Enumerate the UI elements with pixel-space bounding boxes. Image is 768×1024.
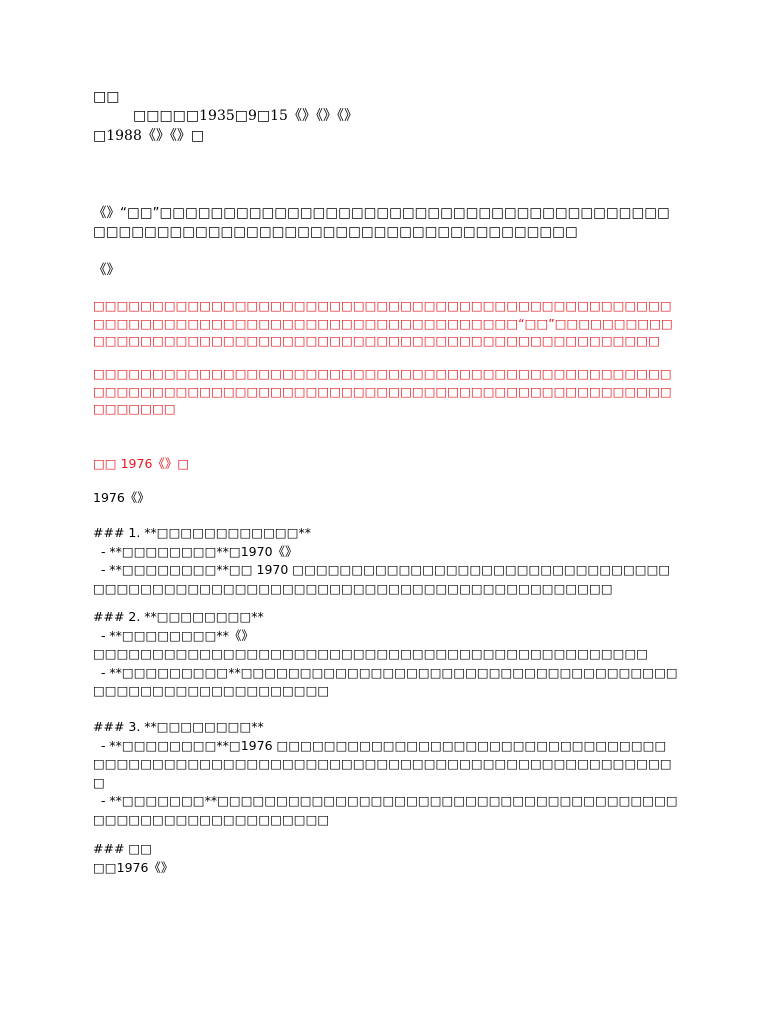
section: ### 3. **□□□□□□□□** - **□□□□□□□□**□1976 …: [93, 719, 678, 827]
section: ### 1. **□□□□□□□□□□□□** - **□□□□□□□□**□1…: [93, 525, 671, 596]
red-heading: □□ 1976《》□: [93, 456, 190, 471]
doc-title: □□: [93, 89, 120, 105]
section: ### 2. **□□□□□□□□** - **□□□□□□□□**《》 □□□…: [93, 609, 678, 698]
paragraph: 《》: [93, 262, 120, 278]
red-paragraph: □□□□□□□□□□□□□□□□□□□□□□□□□□□□□□□□□□□□□□□□…: [93, 298, 673, 348]
section: ### □□ □□1976《》: [93, 841, 174, 875]
paragraph: 《》“□□”□□□□□□□□□□□□□□□□□□□□□□□□□□□□□□□□□□…: [93, 205, 670, 240]
doc-meta: □1988《》《》□: [93, 128, 205, 144]
doc-meta: □□□□□1935□9□15《》《》《》: [133, 108, 358, 124]
paragraph: 1976《》: [93, 490, 150, 505]
red-paragraph: □□□□□□□□□□□□□□□□□□□□□□□□□□□□□□□□□□□□□□□□…: [93, 366, 672, 416]
